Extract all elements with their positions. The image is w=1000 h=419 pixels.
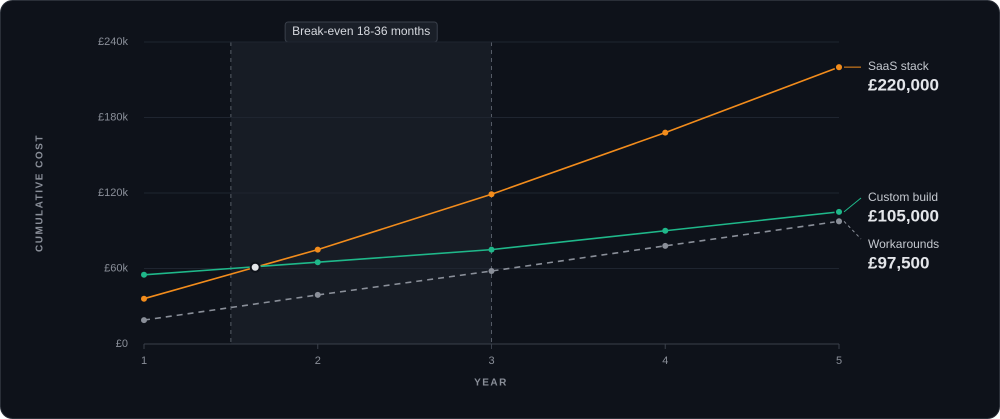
data-point xyxy=(662,227,669,234)
label-connector xyxy=(843,197,862,213)
y-tick-label: £0 xyxy=(116,338,128,350)
data-point xyxy=(314,291,321,298)
end-value-label: £97,500 xyxy=(868,253,929,272)
y-tick-label: £60k xyxy=(104,262,128,274)
data-point xyxy=(662,129,669,136)
end-value-label: £220,000 xyxy=(868,75,939,94)
data-point xyxy=(314,259,321,266)
data-point xyxy=(141,317,147,324)
series-name: Custom build xyxy=(868,190,938,204)
series-name: SaaS stack xyxy=(868,59,930,73)
data-point xyxy=(488,191,495,198)
label-connector xyxy=(843,220,862,240)
series-line xyxy=(143,220,840,321)
data-point xyxy=(141,271,147,278)
y-tick-label: £240k xyxy=(98,36,128,48)
end-value-label: £105,000 xyxy=(868,206,939,225)
data-point xyxy=(488,268,495,275)
x-tick-label: 4 xyxy=(662,355,668,367)
data-point xyxy=(488,246,495,253)
data-point xyxy=(834,216,844,226)
data-point xyxy=(314,246,321,253)
data-point xyxy=(141,295,147,302)
highlight-label: Break-even 18-36 months xyxy=(292,24,430,38)
x-axis-label: YEAR xyxy=(474,378,508,389)
series-name: Workarounds xyxy=(868,237,939,251)
y-tick-label: £180k xyxy=(98,111,128,123)
data-point xyxy=(834,62,844,72)
x-tick-label: 2 xyxy=(315,355,321,367)
y-tick-label: £120k xyxy=(98,187,128,199)
break-even-point xyxy=(249,261,261,273)
y-axis-label: CUMULATIVE COST xyxy=(35,134,46,252)
data-point xyxy=(834,207,844,217)
x-tick-label: 5 xyxy=(836,355,842,367)
x-tick-label: 1 xyxy=(141,355,147,367)
x-tick-label: 3 xyxy=(488,355,494,367)
data-point xyxy=(662,242,669,249)
